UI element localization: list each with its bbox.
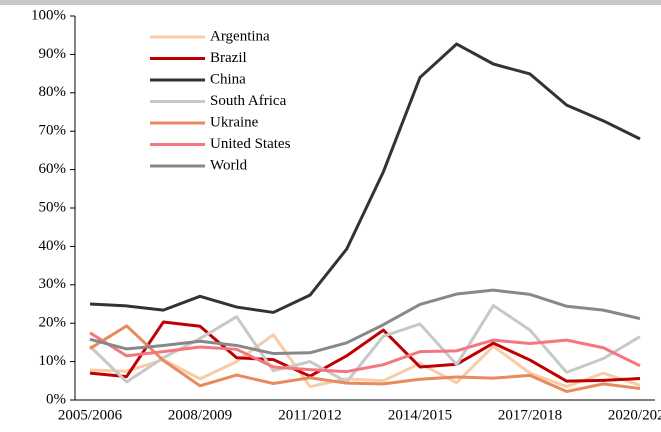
y-tick-label: 10% — [39, 353, 67, 369]
legend-label: United States — [210, 136, 291, 152]
y-tick-label: 80% — [39, 84, 67, 100]
x-tick-label: 2020/2021 — [608, 407, 661, 423]
y-tick-label: 60% — [39, 161, 67, 177]
y-tick-label: 30% — [39, 276, 67, 292]
series-line — [89, 288, 641, 356]
legend-label: World — [210, 157, 248, 173]
y-tick-label: 90% — [39, 46, 67, 62]
y-tick-label: 50% — [39, 199, 67, 215]
legend-label: South Africa — [210, 93, 287, 109]
x-tick-label: 2017/2018 — [498, 407, 562, 423]
x-tick-label: 2014/2015 — [388, 407, 452, 423]
y-tick-label: 0% — [46, 391, 66, 407]
series-line — [89, 324, 641, 394]
y-tick-label: 70% — [39, 123, 67, 139]
series-line — [89, 320, 641, 383]
y-tick-label: 20% — [39, 315, 67, 331]
y-tick-label: 40% — [39, 238, 67, 254]
legend-label: China — [210, 71, 246, 87]
x-tick-label: 2011/2012 — [278, 407, 342, 423]
x-tick-label: 2005/2006 — [58, 407, 123, 423]
x-tick-label: 2008/2009 — [168, 407, 232, 423]
series-line — [89, 333, 641, 389]
series-line — [89, 42, 641, 314]
legend-label: Ukraine — [210, 114, 259, 130]
y-tick-label: 100% — [31, 7, 66, 23]
series-line — [89, 331, 641, 374]
top-bar — [0, 0, 661, 5]
legend-label: Brazil — [210, 50, 247, 66]
legend-label: Argentina — [210, 28, 270, 44]
